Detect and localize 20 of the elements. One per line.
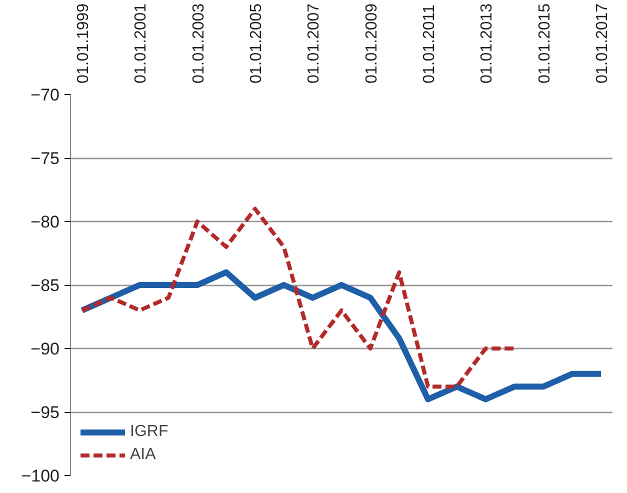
y-tick-label: −70 [30,86,60,104]
y-tick-label: −95 [30,403,60,422]
y-tick-label: −90 [30,340,60,358]
y-tick-label: −100 [21,466,60,486]
y-tick-label: −80 [30,212,60,232]
x-tick-label: 01.01.2015 [536,3,554,84]
x-tick-label: 01.01.2017 [594,3,611,84]
x-tick-label: 01.01.2005 [248,3,266,84]
legend-label: AIA [130,446,156,464]
x-tick-label: 01.01.2013 [478,3,496,84]
x-tick-label: 01.01.2007 [306,3,323,84]
x-tick-label: 01.01.2001 [132,3,150,84]
legend-label: IGRF [130,423,168,441]
x-tick-label: 01.01.1999 [75,3,92,84]
y-tick-label: −75 [30,149,60,168]
line-series [80,206,516,389]
x-tick-label: 01.01.2011 [420,4,438,84]
x-tick-label: 01.01.2003 [190,3,208,84]
y-tick-label: −85 [30,276,60,295]
x-tick-label: 01.01.2009 [363,3,380,84]
